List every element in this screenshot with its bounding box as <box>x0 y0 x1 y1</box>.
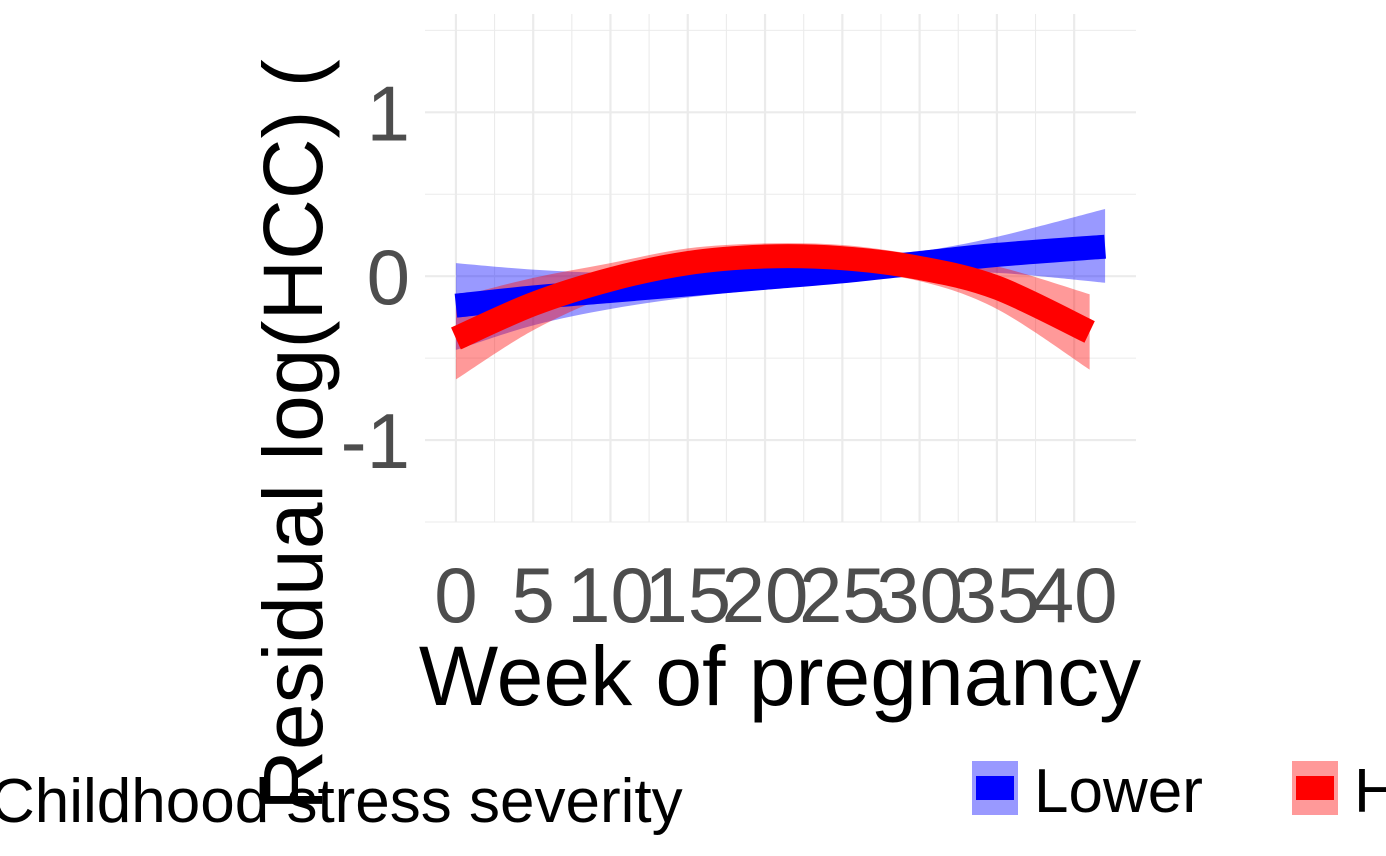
x-axis-title: Week of pregnancy <box>419 629 1141 723</box>
legend: Childhood stress severity Lower H <box>0 757 1386 836</box>
y-tick-label: -1 <box>341 397 410 485</box>
legend-label: H <box>1354 757 1386 826</box>
x-tick-label: 5 <box>512 551 555 639</box>
legend-label: Lower <box>1034 757 1203 826</box>
x-tick-label: 0 <box>434 551 477 639</box>
x-tick-label: 30 <box>876 551 963 639</box>
legend-key-line <box>1296 776 1334 800</box>
legend-title: Childhood stress severity <box>0 767 683 836</box>
x-tick-label: 20 <box>722 551 809 639</box>
x-tick-label: 10 <box>567 551 654 639</box>
series-lines <box>450 234 1106 350</box>
y-tick-label: 1 <box>367 69 410 157</box>
x-tick-label: 15 <box>644 551 731 639</box>
legend-keys: Lower H <box>972 757 1386 826</box>
x-tick-label: 35 <box>954 551 1041 639</box>
x-tick-label: 25 <box>799 551 886 639</box>
legend-key-line <box>976 776 1014 800</box>
series-line-1 <box>450 244 1095 350</box>
x-tick-label: 40 <box>1031 551 1118 639</box>
y-axis-title: Residual log(HCC) ( <box>246 59 340 811</box>
y-tick-label: 0 <box>367 233 410 321</box>
